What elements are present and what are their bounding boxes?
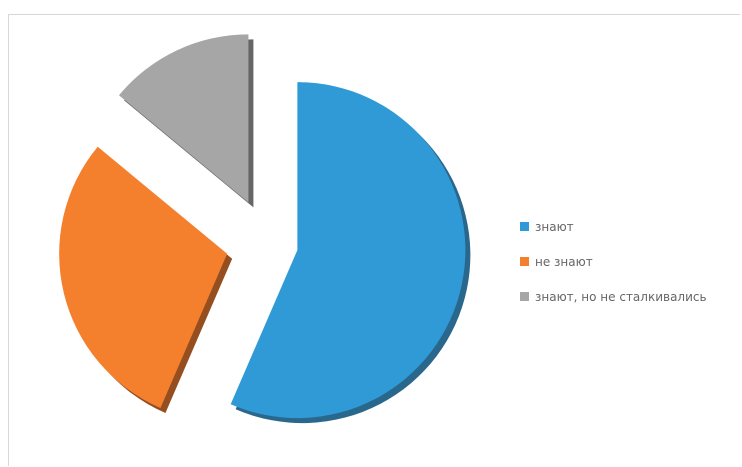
pie-slice-1 [230, 82, 466, 419]
pie-slice-2 [59, 146, 228, 408]
legend-item-znayut: знают [520, 216, 742, 237]
pie-chart [59, 34, 471, 424]
legend-item-znayut-no-ne-stalkivalis: знают, но не сталкивались [520, 286, 742, 307]
chart-area: знают не знают знают, но не сталкивались [8, 14, 740, 466]
legend-swatch-znayut [520, 222, 529, 231]
legend-swatch-ne-znayut [520, 257, 529, 266]
legend-label-znayut-no-ne-stalkivalis: знают, но не сталкивались [535, 289, 707, 304]
legend-item-ne-znayut: не знают [520, 251, 742, 272]
legend-label-ne-znayut: не знают [535, 254, 593, 269]
pie-slices [59, 34, 466, 419]
legend-swatch-znayut-no-ne-stalkivalis [520, 292, 529, 301]
legend: знают не знают знают, но не сталкивались [520, 216, 742, 321]
pie-slice-3 [118, 34, 249, 203]
legend-label-znayut: знают [535, 219, 574, 234]
